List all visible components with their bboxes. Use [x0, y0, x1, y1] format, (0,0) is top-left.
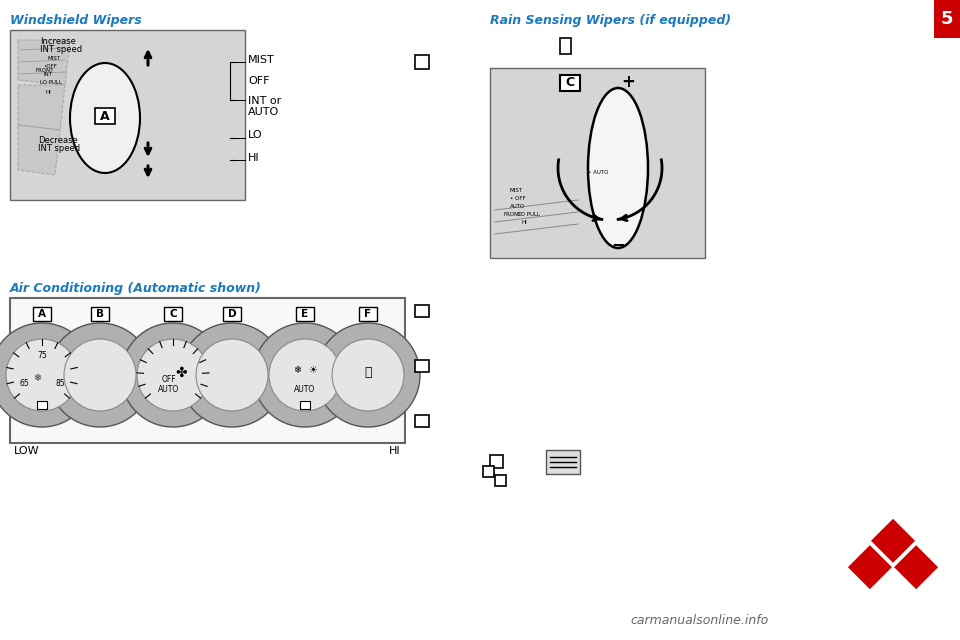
- Text: HI: HI: [521, 220, 527, 225]
- Bar: [300, 401, 310, 409]
- Text: INT speed: INT speed: [40, 45, 83, 54]
- Text: 85: 85: [55, 378, 65, 387]
- Circle shape: [0, 323, 94, 427]
- Bar: [33, 307, 51, 321]
- Text: F: F: [365, 309, 372, 319]
- Text: •OFF: •OFF: [43, 63, 57, 68]
- Text: • AUTO: • AUTO: [588, 170, 609, 175]
- Bar: [934, 0, 960, 38]
- Circle shape: [180, 323, 284, 427]
- Text: AUTO: AUTO: [158, 385, 180, 394]
- Text: AUTO: AUTO: [248, 107, 279, 117]
- Text: AUTO: AUTO: [295, 385, 316, 394]
- Text: −: −: [612, 235, 625, 253]
- Bar: [490, 455, 503, 468]
- Text: carmanualsonline.info: carmanualsonline.info: [631, 614, 769, 627]
- Text: OFF: OFF: [248, 76, 270, 86]
- Text: ☀: ☀: [308, 365, 318, 375]
- Text: LOW: LOW: [14, 446, 39, 456]
- Circle shape: [332, 339, 404, 411]
- Bar: [37, 401, 47, 409]
- Bar: [359, 307, 377, 321]
- Bar: [95, 108, 115, 124]
- Text: B: B: [96, 309, 104, 319]
- Polygon shape: [18, 125, 60, 175]
- Polygon shape: [18, 85, 65, 130]
- Text: AUTO: AUTO: [510, 204, 525, 209]
- Text: FRONT: FRONT: [504, 211, 522, 216]
- Text: 65: 65: [19, 378, 29, 387]
- Text: +: +: [621, 73, 635, 91]
- Bar: [490, 68, 705, 258]
- Bar: [296, 307, 314, 321]
- Bar: [495, 475, 506, 486]
- Text: INT: INT: [43, 72, 52, 77]
- Ellipse shape: [588, 88, 648, 248]
- Text: C: C: [565, 77, 575, 90]
- Text: LO PULL: LO PULL: [518, 211, 540, 216]
- Polygon shape: [848, 545, 892, 589]
- Circle shape: [137, 339, 209, 411]
- Bar: [560, 38, 571, 54]
- Text: 🌡: 🌡: [364, 367, 372, 380]
- Bar: [91, 307, 109, 321]
- Circle shape: [196, 339, 268, 411]
- Bar: [223, 307, 241, 321]
- Text: D: D: [228, 309, 236, 319]
- Polygon shape: [18, 40, 70, 85]
- Text: HI: HI: [390, 446, 401, 456]
- Text: FRONT: FRONT: [36, 68, 55, 74]
- Text: Increase: Increase: [40, 37, 76, 46]
- Circle shape: [316, 323, 420, 427]
- Text: MIST: MIST: [510, 188, 523, 193]
- Text: HI: HI: [248, 153, 259, 163]
- Text: A: A: [38, 309, 46, 319]
- Ellipse shape: [70, 63, 140, 173]
- Text: LO: LO: [248, 130, 263, 140]
- Bar: [415, 415, 429, 427]
- Bar: [415, 360, 429, 372]
- Text: ❄: ❄: [293, 365, 301, 375]
- Bar: [483, 466, 494, 477]
- Bar: [164, 307, 182, 321]
- Bar: [10, 298, 405, 443]
- Text: • OFF: • OFF: [510, 195, 526, 200]
- Circle shape: [64, 339, 136, 411]
- Text: A: A: [100, 109, 109, 122]
- Circle shape: [121, 323, 225, 427]
- Text: MIST: MIST: [248, 55, 275, 65]
- Polygon shape: [871, 519, 915, 563]
- Bar: [415, 55, 429, 69]
- Circle shape: [48, 323, 152, 427]
- Text: MIST: MIST: [48, 56, 61, 61]
- Bar: [560, 75, 580, 91]
- Bar: [546, 450, 580, 474]
- Circle shape: [6, 339, 78, 411]
- Circle shape: [269, 339, 341, 411]
- Bar: [10, 30, 245, 200]
- Text: 5: 5: [941, 10, 953, 28]
- Text: Decrease: Decrease: [38, 136, 78, 145]
- Text: E: E: [301, 309, 308, 319]
- Text: Air Conditioning (Automatic shown): Air Conditioning (Automatic shown): [10, 282, 262, 295]
- Text: 75: 75: [37, 351, 47, 360]
- Text: INT speed: INT speed: [38, 144, 80, 153]
- Text: INT or: INT or: [248, 96, 281, 106]
- Text: C: C: [169, 309, 177, 319]
- Text: ✤: ✤: [175, 366, 187, 380]
- Text: Rain Sensing Wipers (if equipped): Rain Sensing Wipers (if equipped): [490, 14, 732, 27]
- Text: Windshield Wipers: Windshield Wipers: [10, 14, 142, 27]
- Polygon shape: [894, 545, 938, 589]
- Circle shape: [253, 323, 357, 427]
- Bar: [415, 305, 429, 317]
- Text: LO PULL: LO PULL: [40, 81, 62, 86]
- Text: OFF: OFF: [161, 376, 177, 385]
- Text: HI: HI: [46, 90, 52, 95]
- Text: ❄: ❄: [33, 373, 41, 383]
